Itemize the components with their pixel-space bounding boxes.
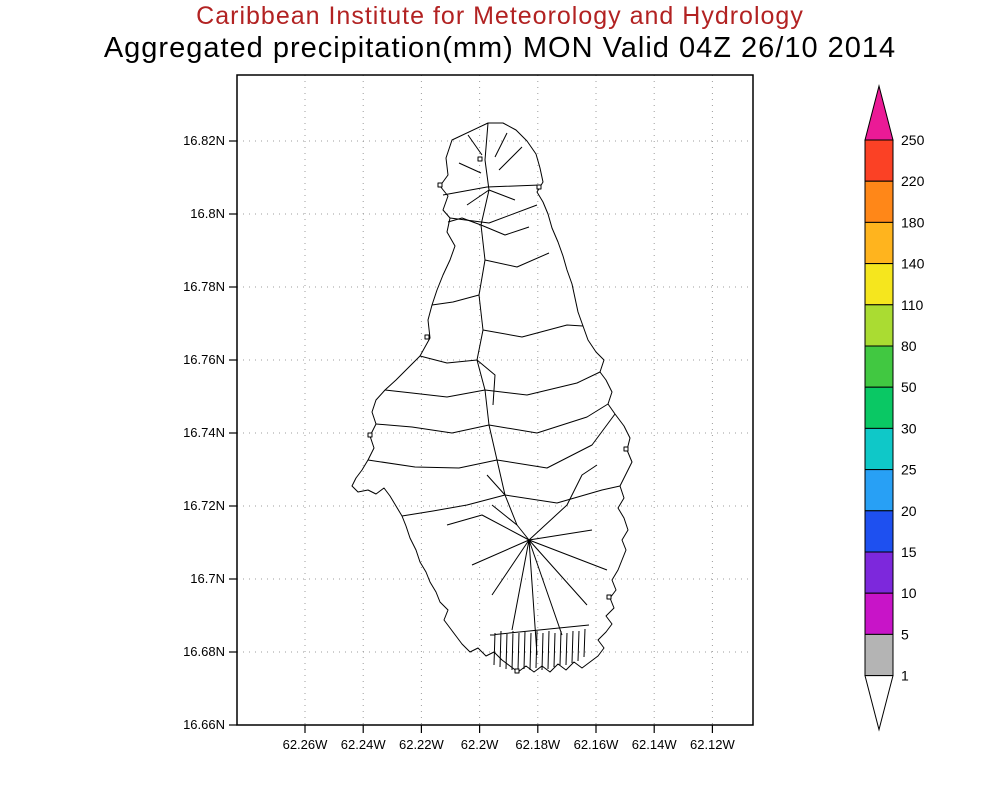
watershed-east-branches bbox=[482, 252, 621, 504]
lat-label: 16.66N bbox=[183, 717, 225, 732]
colorbar-segment bbox=[864, 386, 894, 429]
station-square-markers bbox=[367, 156, 629, 674]
page-subtitle: Aggregated precipitation(mm) MON Valid 0… bbox=[103, 32, 897, 64]
colorbar-label: 10 bbox=[901, 585, 917, 601]
colorbar-segment bbox=[864, 180, 894, 223]
watershed-ridge-line bbox=[476, 122, 530, 541]
watershed-north-lines bbox=[442, 132, 541, 224]
colorbar-label: 50 bbox=[901, 379, 917, 395]
colorbar-segment bbox=[864, 592, 894, 635]
colorbar-segment bbox=[864, 551, 894, 594]
lat-label: 16.74N bbox=[183, 425, 225, 440]
lat-label: 16.82N bbox=[183, 133, 225, 148]
colorbar-label: 15 bbox=[901, 544, 917, 560]
header: Caribbean Institute for Meteorology and … bbox=[0, 2, 1000, 65]
colorbar-segment bbox=[864, 427, 894, 471]
lon-label: 62.22W bbox=[399, 737, 445, 752]
lat-label: 16.7N bbox=[190, 571, 225, 586]
colorbar-segment bbox=[864, 469, 894, 512]
axis-ticks bbox=[229, 140, 714, 733]
lat-label: 16.8N bbox=[190, 206, 225, 221]
colorbar-label: 25 bbox=[901, 462, 917, 478]
lon-label: 62.14W bbox=[632, 737, 678, 752]
colorbar-segment bbox=[864, 633, 894, 677]
island-coastline bbox=[351, 122, 633, 673]
lon-label: 62.18W bbox=[515, 737, 561, 752]
island-map-montserrat bbox=[351, 122, 633, 674]
colorbar-label: 20 bbox=[901, 503, 917, 519]
map-frame bbox=[236, 74, 754, 726]
lat-label: 16.78N bbox=[183, 279, 225, 294]
precipitation-colorbar: 250 220 180 140 110 80 50 30 25 20 15 10 5 1 bbox=[864, 84, 925, 732]
watershed-extra-lines bbox=[466, 189, 530, 526]
lon-label: 62.16W bbox=[574, 737, 620, 752]
colorbar-segment bbox=[864, 139, 894, 182]
colorbar-label: 5 bbox=[901, 626, 909, 642]
colorbar-label: 110 bbox=[901, 297, 924, 313]
colorbar-segment bbox=[864, 510, 894, 553]
lat-label: 16.68N bbox=[183, 644, 225, 659]
colorbar-label: 250 bbox=[901, 132, 925, 148]
colorbar-segment bbox=[864, 221, 894, 265]
watershed-west-branches bbox=[367, 217, 506, 517]
colorbar-arrow-top bbox=[864, 84, 894, 141]
lat-label: 16.76N bbox=[183, 352, 225, 367]
colorbar-segment bbox=[864, 304, 894, 347]
colorbar-segment bbox=[864, 345, 894, 388]
colorbar-label: 30 bbox=[901, 420, 917, 436]
watershed-south-rays bbox=[446, 464, 608, 656]
colorbar-label: 220 bbox=[901, 173, 925, 189]
colorbar-segment bbox=[864, 263, 894, 306]
graticule-grid bbox=[237, 75, 753, 725]
colorbar-arrow-bottom bbox=[864, 675, 894, 732]
colorbar-label: 1 bbox=[901, 668, 909, 684]
colorbar-label: 80 bbox=[901, 338, 917, 354]
axis-labels: 16.82N 16.8N 16.78N 16.76N 16.74N 16.72N 16.7N… bbox=[183, 133, 735, 752]
lon-label: 62.2W bbox=[461, 737, 499, 752]
lon-label: 62.26W bbox=[283, 737, 329, 752]
lon-label: 62.24W bbox=[341, 737, 387, 752]
colorbar-label: 180 bbox=[901, 214, 925, 230]
lon-label: 62.12W bbox=[690, 737, 736, 752]
colorbar-label: 140 bbox=[901, 256, 925, 272]
watershed-south-comb bbox=[489, 624, 590, 671]
page-title: Caribbean Institute for Meteorology and … bbox=[196, 2, 804, 30]
lat-label: 16.72N bbox=[183, 498, 225, 513]
